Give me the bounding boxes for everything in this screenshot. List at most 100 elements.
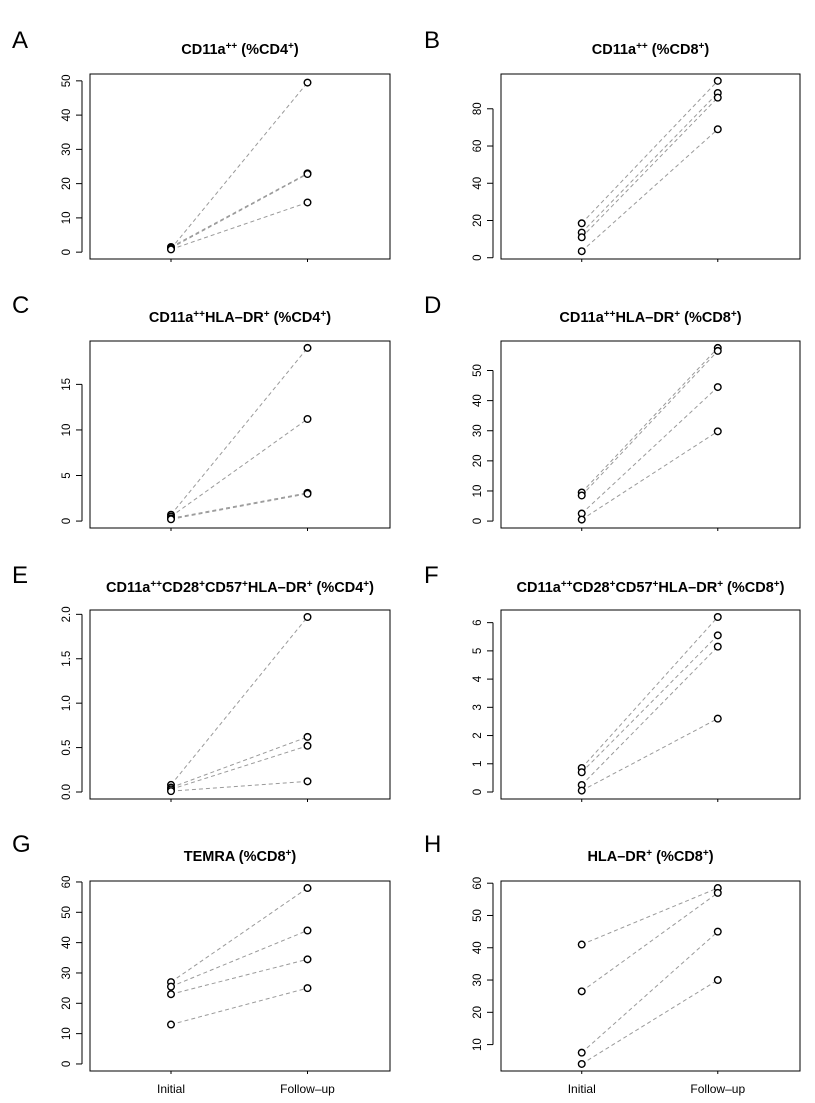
plot-frame bbox=[500, 609, 801, 800]
y-tick-label: 3 bbox=[472, 704, 484, 710]
pair-line bbox=[581, 931, 719, 1054]
title-part: (%CD4 bbox=[313, 580, 364, 596]
point-initial bbox=[166, 982, 175, 991]
y-tick-label: 10 bbox=[61, 211, 73, 224]
y-tick-label: 50 bbox=[472, 364, 484, 377]
point-follow-up bbox=[713, 383, 722, 392]
title-part: ) bbox=[294, 42, 299, 58]
panel-title: HLA–DR+ (%CD8+) bbox=[587, 848, 713, 865]
pair-line bbox=[170, 82, 308, 250]
title-superscript: + bbox=[264, 309, 270, 320]
title-part: CD11a bbox=[559, 310, 604, 326]
plot-frame bbox=[89, 73, 391, 260]
title-part: ) bbox=[709, 849, 714, 865]
point-follow-up bbox=[713, 642, 722, 651]
point-follow-up bbox=[713, 927, 722, 936]
y-tick-label: 2 bbox=[472, 732, 484, 738]
title-superscript: + bbox=[674, 309, 680, 320]
point-follow-up bbox=[713, 631, 722, 640]
point-follow-up bbox=[303, 489, 312, 498]
y-tick-label: 60 bbox=[61, 876, 73, 889]
panel-title: CD11a++HLA–DR+ (%CD4+) bbox=[149, 309, 331, 326]
y-tick-label: 30 bbox=[61, 967, 73, 980]
y-tick-label: 4 bbox=[472, 675, 484, 682]
title-part: (%CD4 bbox=[270, 310, 321, 326]
title-part: (%CD8 bbox=[652, 849, 703, 865]
point-initial bbox=[166, 1020, 175, 1029]
point-initial bbox=[166, 990, 175, 999]
title-part: CD57 bbox=[615, 580, 652, 596]
pair-line bbox=[581, 386, 719, 514]
title-superscript: + bbox=[610, 579, 616, 590]
panel-letter: H bbox=[424, 831, 441, 858]
plot-frame bbox=[500, 880, 801, 1072]
panel-letter: D bbox=[424, 292, 441, 319]
pair-line bbox=[170, 987, 308, 1026]
title-part: (%CD8 bbox=[680, 310, 731, 326]
pair-line bbox=[170, 418, 308, 517]
y-tick-label: 20 bbox=[61, 177, 73, 190]
title-part: HLA–DR bbox=[615, 310, 674, 326]
y-tick-label: 40 bbox=[61, 936, 73, 949]
title-part: ) bbox=[780, 580, 785, 596]
pair-line bbox=[170, 958, 308, 995]
y-tick-label: 20 bbox=[472, 1006, 484, 1019]
point-follow-up bbox=[713, 346, 722, 355]
point-follow-up bbox=[303, 198, 312, 207]
title-part: CD28 bbox=[573, 580, 610, 596]
plot-frame bbox=[500, 340, 801, 529]
title-superscript: + bbox=[286, 848, 292, 859]
title-superscript: + bbox=[774, 579, 780, 590]
title-superscript: + bbox=[731, 309, 737, 320]
y-tick-label: 40 bbox=[472, 177, 484, 190]
point-initial bbox=[577, 491, 586, 500]
title-part: HLA–DR bbox=[205, 310, 264, 326]
title-superscript: + bbox=[320, 309, 326, 320]
y-tick-label: 60 bbox=[472, 877, 484, 890]
y-tick-label: 0 bbox=[472, 255, 484, 261]
panel-letter: A bbox=[12, 27, 28, 54]
x-tick-label: Initial bbox=[568, 1082, 596, 1096]
panel-title: TEMRA (%CD8+) bbox=[184, 848, 297, 865]
panel-title: CD11a++CD28+CD57+HLA–DR+ (%CD8+) bbox=[517, 579, 785, 596]
pair-line bbox=[170, 172, 308, 248]
title-superscript: + bbox=[363, 579, 369, 590]
pair-line bbox=[170, 736, 308, 789]
panel-g: G TEMRA (%CD8+) 0 10 20 30 40 50 60 Initial Follow… bbox=[12, 831, 391, 1096]
pair-line bbox=[170, 173, 308, 249]
point-follow-up bbox=[303, 170, 312, 179]
y-tick-label: 5 bbox=[61, 472, 73, 478]
point-initial bbox=[577, 786, 586, 795]
y-tick-label: 30 bbox=[61, 143, 73, 156]
y-tick-label: 0 bbox=[61, 518, 73, 524]
y-tick-label: 20 bbox=[61, 997, 73, 1010]
y-tick-label: 50 bbox=[61, 906, 73, 919]
point-follow-up bbox=[303, 613, 312, 622]
panel-e: E CD11a++CD28+CD57+HLA–DR+ (%CD4+)0.00.51… bbox=[12, 562, 391, 802]
point-follow-up bbox=[303, 343, 312, 352]
point-follow-up bbox=[303, 884, 312, 893]
title-part: HLA–DR bbox=[587, 849, 646, 865]
point-follow-up bbox=[303, 984, 312, 993]
title-superscript: ++ bbox=[193, 309, 205, 320]
pair-line bbox=[581, 92, 719, 233]
title-part: HLA–DR bbox=[248, 580, 307, 596]
title-part: ) bbox=[704, 42, 709, 58]
point-initial bbox=[577, 768, 586, 777]
point-initial bbox=[166, 245, 175, 254]
y-tick-label: 50 bbox=[61, 74, 73, 87]
y-tick-label: 0.0 bbox=[61, 784, 73, 800]
y-tick-label: 50 bbox=[472, 909, 484, 922]
plot-frame bbox=[89, 880, 391, 1072]
y-tick-label: 0.5 bbox=[61, 740, 73, 756]
y-tick-label: 0 bbox=[472, 789, 484, 795]
y-tick-label: 10 bbox=[61, 424, 73, 437]
title-part: CD57 bbox=[205, 580, 242, 596]
panel-title: CD11a++HLA–DR+ (%CD8+) bbox=[559, 309, 741, 326]
panel-letter: E bbox=[12, 562, 28, 589]
title-superscript: + bbox=[703, 848, 709, 859]
point-initial bbox=[166, 787, 175, 796]
title-part: (%CD4 bbox=[237, 42, 288, 58]
